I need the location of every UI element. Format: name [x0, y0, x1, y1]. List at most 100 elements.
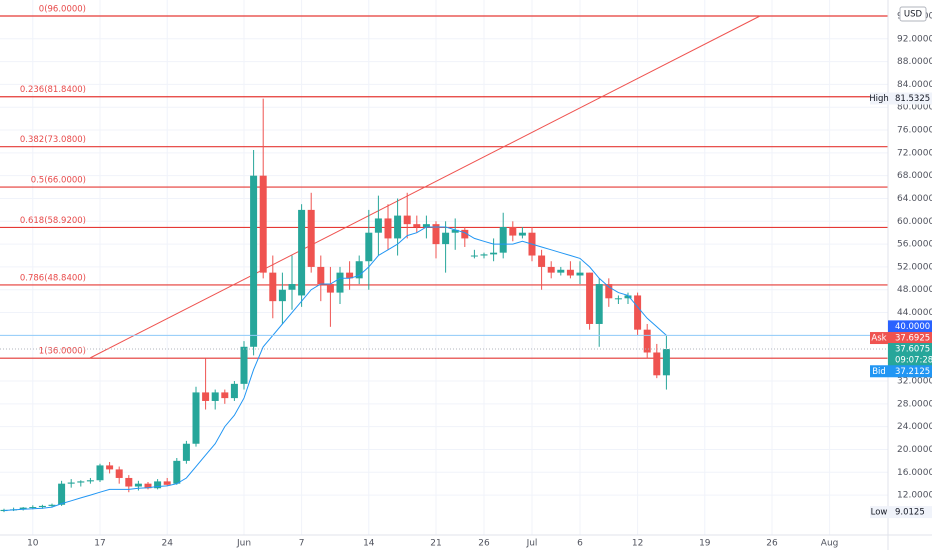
price-value: 37.6925	[895, 334, 930, 344]
y-tick-label: 76.0000	[897, 126, 932, 136]
candle-body	[173, 460, 181, 484]
price-box	[888, 365, 932, 378]
price-box	[888, 506, 932, 519]
candle-body	[605, 284, 613, 299]
candle-body	[480, 254, 488, 256]
y-tick-label: 48.0000	[897, 285, 932, 295]
x-tick-label: Aug	[821, 539, 839, 549]
candle-body	[470, 255, 478, 257]
candle-body	[576, 272, 584, 276]
candle-body	[643, 329, 651, 353]
candle-body	[250, 175, 258, 347]
price-value: 9.0125	[895, 508, 925, 518]
candle-body	[394, 215, 402, 239]
price-value: 40.0000	[895, 322, 930, 332]
candle-body	[307, 209, 315, 267]
candle-body	[653, 352, 661, 376]
y-tick-label: 24.0000	[897, 422, 932, 432]
candle-body	[374, 218, 382, 233]
y-tick-label: 84.0000	[897, 80, 932, 90]
candle-body	[662, 349, 670, 376]
x-tick-label: 12	[632, 539, 643, 549]
candle-body	[163, 481, 171, 485]
x-tick-label: 14	[363, 539, 375, 549]
candle-body	[614, 298, 622, 300]
fib-levels: 0(96.0000) 0.236(81.8400) 0.382(73.0800) 0.…	[0, 4, 888, 359]
price-box	[888, 92, 932, 105]
price-box	[888, 320, 932, 333]
candle-body	[77, 481, 85, 483]
price-value: 81.5325	[895, 94, 930, 104]
candle-body	[230, 383, 238, 399]
price-name-box	[870, 92, 888, 105]
candle-body	[221, 392, 229, 399]
y-tick-label: 80.0000	[897, 103, 932, 113]
price-name: High	[869, 94, 889, 104]
candle-body	[499, 227, 507, 253]
candle-body	[182, 443, 190, 461]
x-tick-label: 26	[766, 539, 778, 549]
candle-body	[269, 272, 277, 302]
trend-line	[89, 15, 761, 359]
x-tick-label: 21	[430, 539, 441, 549]
price-name-box	[870, 365, 888, 378]
y-tick-label: 44.0000	[897, 308, 932, 318]
currency: USD	[904, 10, 923, 20]
fib-label: 0.382(73.0800)	[20, 135, 86, 145]
candle-body	[586, 272, 594, 324]
price-name: Low	[871, 508, 888, 518]
candle-body	[490, 252, 498, 255]
candle-body	[58, 483, 66, 505]
x-tick-label: 24	[161, 539, 173, 549]
candle-body	[86, 480, 94, 482]
y-tick-label: 68.0000	[897, 171, 932, 181]
x-tick-label: Jul	[526, 539, 538, 549]
y-tick-label: 12.0000	[897, 491, 932, 501]
countdown: 09:07:28	[895, 356, 932, 366]
candle-body	[442, 232, 450, 245]
fib-label: 0.5(66.0000)	[31, 176, 86, 186]
candle-body	[547, 266, 555, 273]
candle-body	[384, 218, 392, 239]
candle-body	[451, 229, 459, 233]
y-tick-label: 92.0000	[897, 34, 932, 44]
x-tick-label: 19	[699, 539, 711, 549]
x-tick-label: 17	[94, 539, 105, 549]
x-tick-label: 10	[27, 539, 39, 549]
candle-body	[278, 289, 286, 302]
candle-body	[134, 483, 142, 487]
candle-body	[96, 465, 104, 481]
price-name: Bid	[872, 367, 886, 377]
candle-body	[38, 505, 46, 508]
price-name-box	[870, 506, 888, 519]
candle-body	[365, 232, 373, 262]
price-box	[888, 332, 932, 345]
y-tick-label: 20.0000	[897, 445, 932, 455]
candle-body	[355, 261, 363, 279]
fib-label: 0(96.0000)	[39, 4, 86, 14]
y-tick-label: 16.0000	[897, 468, 932, 478]
candle-body	[413, 224, 421, 228]
candle-body	[202, 392, 210, 401]
candle-body	[259, 175, 267, 273]
x-tick-label: 26	[478, 539, 490, 549]
price-name-box	[870, 332, 888, 345]
candle-body	[317, 266, 325, 285]
fib-label: 0.236(81.8400)	[20, 85, 86, 95]
candle-body	[106, 465, 114, 470]
y-tick-label: 28.0000	[897, 399, 932, 409]
candle-body	[538, 255, 546, 267]
candle-body	[154, 481, 162, 489]
y-tick-label: 64.0000	[897, 194, 932, 204]
candle-body	[240, 346, 248, 384]
price-value: 37.6075	[895, 345, 930, 355]
moving-average	[3, 226, 667, 511]
candle-body	[211, 392, 219, 401]
candle-body	[326, 284, 334, 293]
candle-body	[432, 224, 440, 245]
y-tick-label: 32.0000	[897, 377, 932, 387]
candle-body	[29, 507, 37, 509]
